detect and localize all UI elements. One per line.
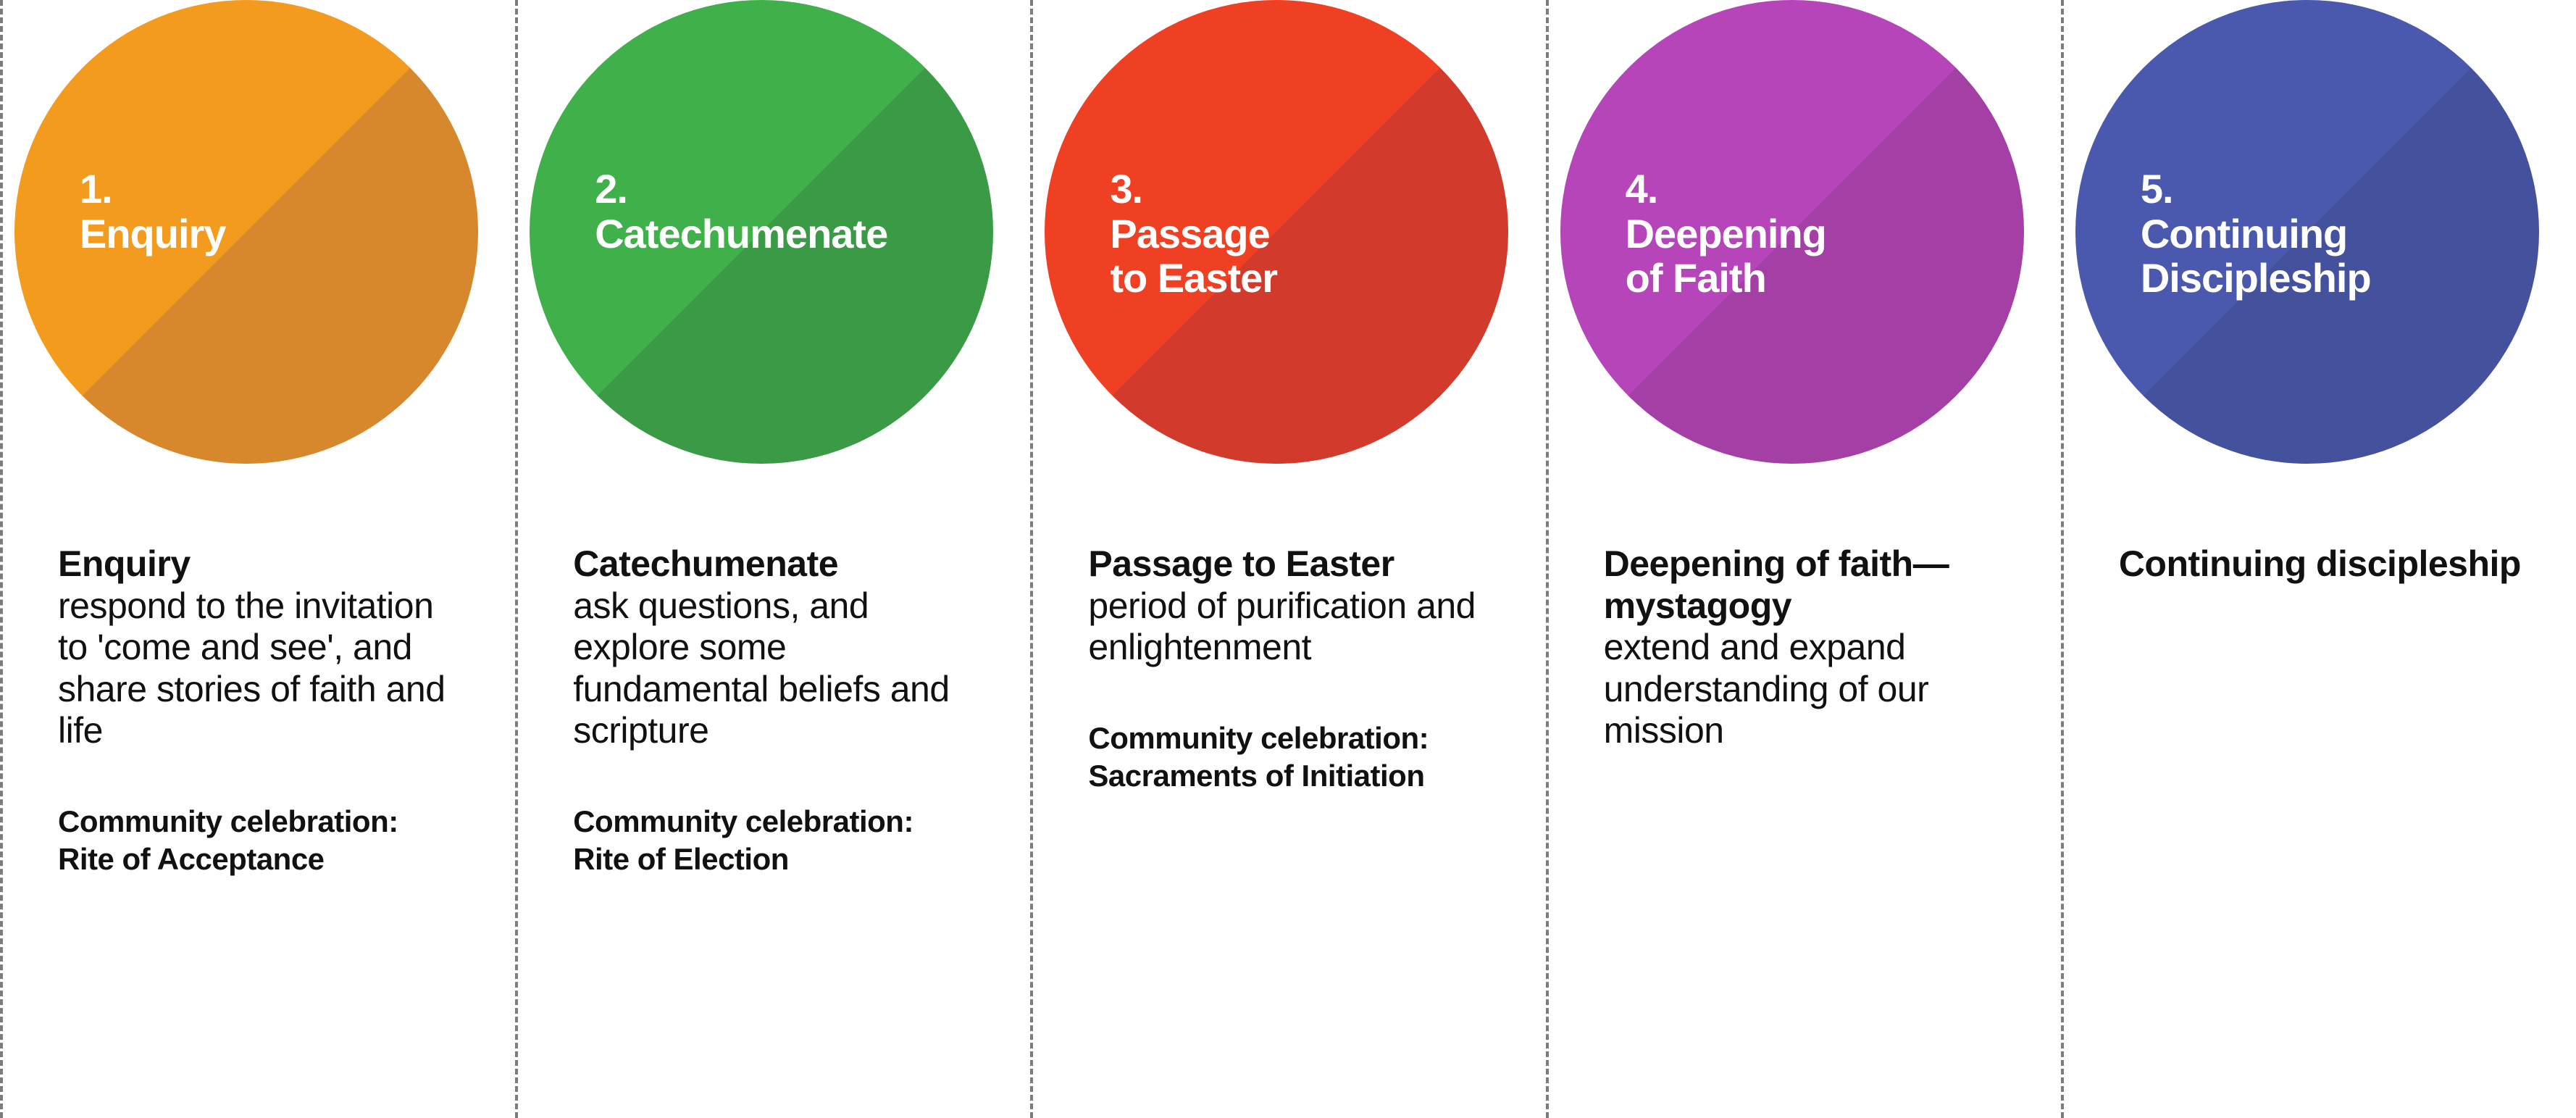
celebration-label: Community celebration: — [58, 803, 486, 841]
stage-description: Continuing discipleship — [2119, 543, 2525, 585]
stage-circle: 1.Enquiry — [14, 0, 478, 464]
stage-number: 3. — [1110, 167, 1277, 212]
stage-circle-label: 5.ContinuingDiscipleship — [2141, 167, 2371, 301]
stage-description: Passage to Easterperiod of purification … — [1088, 543, 1494, 669]
stage-circle-label: 3.Passageto Easter — [1110, 167, 1277, 301]
stage-circle: 4.Deepeningof Faith — [1560, 0, 2024, 464]
stage-column: 4.Deepeningof Faith Deepening of faith—my… — [1546, 0, 2061, 1118]
stage-column: 2.CatechumenateCatechumenateask question… — [515, 0, 1030, 1118]
stage-heading: Enquiry — [58, 543, 464, 585]
stage-celebration: Community celebration:Rite of Acceptance — [58, 803, 486, 879]
stage-heading: Deepening of faith—mystagogy — [1604, 543, 2010, 627]
stage-number: 2. — [595, 167, 887, 212]
stage-body: ask questions, and explore some fundamen… — [573, 585, 979, 752]
stages-diagram: 1.EnquiryEnquiryrespond to the invitatio… — [0, 0, 2576, 1118]
stage-title: Deepeningof Faith — [1626, 212, 1826, 301]
stage-circle-label: 2.Catechumenate — [595, 167, 887, 256]
stage-title: ContinuingDiscipleship — [2141, 212, 2371, 301]
stage-description: Enquiryrespond to the invitation to 'com… — [58, 543, 464, 752]
stage-body: period of purification and enlightenment — [1088, 585, 1494, 669]
stage-body: respond to the invitation to 'come and s… — [58, 585, 464, 752]
celebration-value: Rite of Election — [573, 840, 1001, 879]
celebration-value: Rite of Acceptance — [58, 840, 486, 879]
stage-heading: Passage to Easter — [1088, 543, 1494, 585]
stage-description: Catechumenateask questions, and explore … — [573, 543, 979, 752]
celebration-label: Community celebration: — [573, 803, 1001, 841]
stage-number: 5. — [2141, 167, 2371, 212]
stage-heading: Continuing discipleship — [2119, 543, 2525, 585]
stage-circle-label: 4.Deepeningof Faith — [1626, 167, 1826, 301]
stage-number: 4. — [1626, 167, 1826, 212]
stage-title: Passageto Easter — [1110, 212, 1277, 301]
celebration-label: Community celebration: — [1088, 719, 1516, 758]
stage-circle: 5.ContinuingDiscipleship — [2075, 0, 2539, 464]
stage-circle: 2.Catechumenate — [530, 0, 993, 464]
stage-celebration: Community celebration:Rite of Election — [573, 803, 1001, 879]
stage-column: 3.Passageto Easter Passage to Easterperio… — [1030, 0, 1545, 1118]
stage-description: Deepening of faith—mystagogyextend and e… — [1604, 543, 2010, 752]
celebration-value: Sacraments of Initiation — [1088, 757, 1516, 796]
stage-number: 1. — [80, 167, 225, 212]
stage-column: 1.EnquiryEnquiryrespond to the invitatio… — [0, 0, 515, 1118]
stage-circle-label: 1.Enquiry — [80, 167, 225, 256]
stage-circle: 3.Passageto Easter — [1045, 0, 1508, 464]
stage-heading: Catechumenate — [573, 543, 979, 585]
stage-title: Catechumenate — [595, 212, 887, 256]
stage-celebration: Community celebration:Sacraments of Init… — [1088, 719, 1516, 796]
stage-title: Enquiry — [80, 212, 225, 256]
stage-column: 5.ContinuingDiscipleship Continuing disci… — [2061, 0, 2576, 1118]
stage-body: extend and expand understanding of our m… — [1604, 627, 2010, 752]
